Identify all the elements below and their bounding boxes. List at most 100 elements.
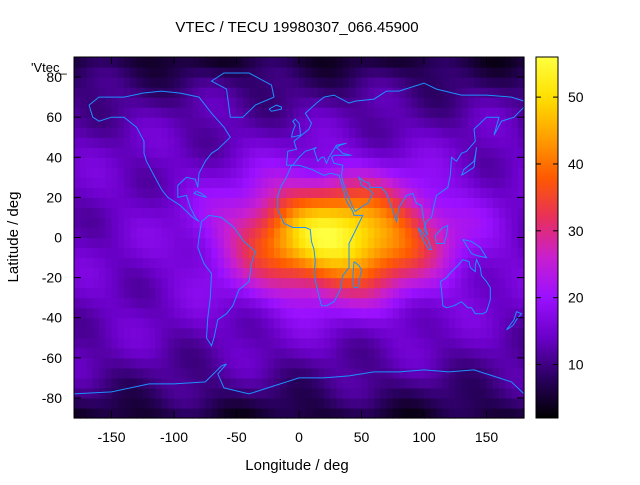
heatmap-cell bbox=[374, 377, 381, 389]
heatmap-cell bbox=[205, 177, 213, 188]
heatmap-cell bbox=[355, 57, 363, 68]
heatmap-cell bbox=[474, 237, 481, 249]
heatmap-cell bbox=[317, 207, 325, 219]
heatmap-cell bbox=[117, 207, 125, 219]
heatmap-cell bbox=[349, 257, 356, 269]
heatmap-cell bbox=[124, 267, 131, 279]
heatmap-cell bbox=[442, 77, 450, 88]
heatmap-cell bbox=[267, 397, 275, 409]
heatmap-cell bbox=[230, 117, 238, 128]
heatmap-cell bbox=[180, 147, 188, 158]
heatmap-cell bbox=[74, 77, 81, 88]
heatmap-cell bbox=[461, 387, 469, 399]
heatmap-cell bbox=[417, 297, 425, 309]
heatmap-cell bbox=[299, 307, 306, 319]
heatmap-cell bbox=[305, 137, 313, 148]
heatmap-cell bbox=[386, 307, 394, 319]
heatmap-cell bbox=[174, 337, 181, 349]
heatmap-cell bbox=[199, 387, 206, 399]
heatmap-cell bbox=[267, 207, 275, 219]
heatmap-cell bbox=[286, 237, 294, 249]
heatmap-cell bbox=[92, 157, 100, 168]
heatmap-cell bbox=[124, 127, 131, 138]
heatmap-cell bbox=[280, 387, 288, 399]
heatmap-cell bbox=[480, 77, 488, 88]
heatmap-cell bbox=[449, 267, 456, 279]
heatmap-cell bbox=[361, 307, 369, 319]
heatmap-cell bbox=[161, 357, 169, 369]
heatmap-cell bbox=[80, 277, 88, 289]
heatmap-cell bbox=[211, 207, 219, 219]
heatmap-cell bbox=[367, 157, 375, 168]
heatmap-cell bbox=[249, 217, 256, 229]
heatmap-cell bbox=[486, 377, 494, 389]
heatmap-cell bbox=[167, 377, 175, 389]
heatmap-cell bbox=[442, 137, 450, 148]
heatmap-cell bbox=[261, 197, 269, 209]
heatmap-cell bbox=[224, 117, 231, 128]
heatmap-cell bbox=[455, 227, 463, 239]
heatmap-cell bbox=[105, 237, 113, 249]
heatmap-cell bbox=[236, 237, 244, 249]
heatmap-cell bbox=[442, 307, 450, 319]
heatmap-cell bbox=[261, 367, 269, 379]
heatmap-cell bbox=[492, 107, 500, 118]
heatmap-cell bbox=[511, 197, 519, 209]
heatmap-cell bbox=[211, 227, 219, 239]
heatmap-cell bbox=[355, 317, 363, 329]
heatmap-cell bbox=[299, 157, 306, 168]
heatmap-cell bbox=[317, 357, 325, 369]
heatmap-cell bbox=[117, 337, 125, 349]
heatmap-cell bbox=[274, 147, 281, 158]
heatmap-cell bbox=[386, 157, 394, 168]
heatmap-cell bbox=[367, 97, 375, 108]
heatmap-cell bbox=[186, 407, 194, 419]
heatmap-cell bbox=[411, 127, 419, 138]
heatmap-cell bbox=[255, 127, 263, 138]
heatmap-cell bbox=[330, 397, 338, 409]
heatmap-cell bbox=[424, 307, 431, 319]
heatmap-cell bbox=[480, 217, 488, 229]
heatmap-cell bbox=[92, 277, 100, 289]
heatmap-cell bbox=[417, 367, 425, 379]
heatmap-cell bbox=[74, 217, 81, 229]
heatmap-cell bbox=[74, 347, 81, 359]
heatmap-cell bbox=[430, 197, 438, 209]
heatmap-cell bbox=[205, 107, 213, 118]
heatmap-cell bbox=[261, 257, 269, 269]
heatmap-cell bbox=[349, 127, 356, 138]
heatmap-cell bbox=[86, 97, 94, 108]
heatmap-cell bbox=[117, 147, 125, 158]
heatmap-cell bbox=[130, 347, 138, 359]
heatmap-cell bbox=[236, 107, 244, 118]
heatmap-cell bbox=[486, 317, 494, 329]
heatmap-cell bbox=[292, 357, 300, 369]
heatmap-cell bbox=[311, 117, 319, 128]
heatmap-cell bbox=[130, 407, 138, 419]
heatmap-cell bbox=[174, 287, 181, 299]
heatmap-cell bbox=[186, 107, 194, 118]
heatmap-cell bbox=[192, 357, 200, 369]
heatmap-cell bbox=[355, 397, 363, 409]
heatmap-cell bbox=[399, 217, 406, 229]
heatmap-cell bbox=[467, 157, 475, 168]
heatmap-cell bbox=[111, 97, 119, 108]
heatmap-cell bbox=[361, 227, 369, 239]
heatmap-cell bbox=[161, 297, 169, 309]
heatmap-cell bbox=[217, 327, 225, 339]
heatmap-cell bbox=[355, 117, 363, 128]
heatmap-cell bbox=[386, 357, 394, 369]
heatmap-cell bbox=[342, 207, 350, 219]
heatmap-cell bbox=[167, 57, 175, 68]
heatmap-cell bbox=[180, 87, 188, 98]
heatmap-cell bbox=[180, 367, 188, 379]
heatmap-cell bbox=[105, 367, 113, 379]
heatmap-cell bbox=[417, 127, 425, 138]
heatmap-cell bbox=[86, 277, 94, 289]
heatmap-cell bbox=[205, 147, 213, 158]
heatmap-cell bbox=[324, 367, 331, 379]
heatmap-cell bbox=[186, 397, 194, 409]
heatmap-cell bbox=[511, 57, 519, 68]
heatmap-cell bbox=[399, 237, 406, 249]
heatmap-cell bbox=[299, 207, 306, 219]
